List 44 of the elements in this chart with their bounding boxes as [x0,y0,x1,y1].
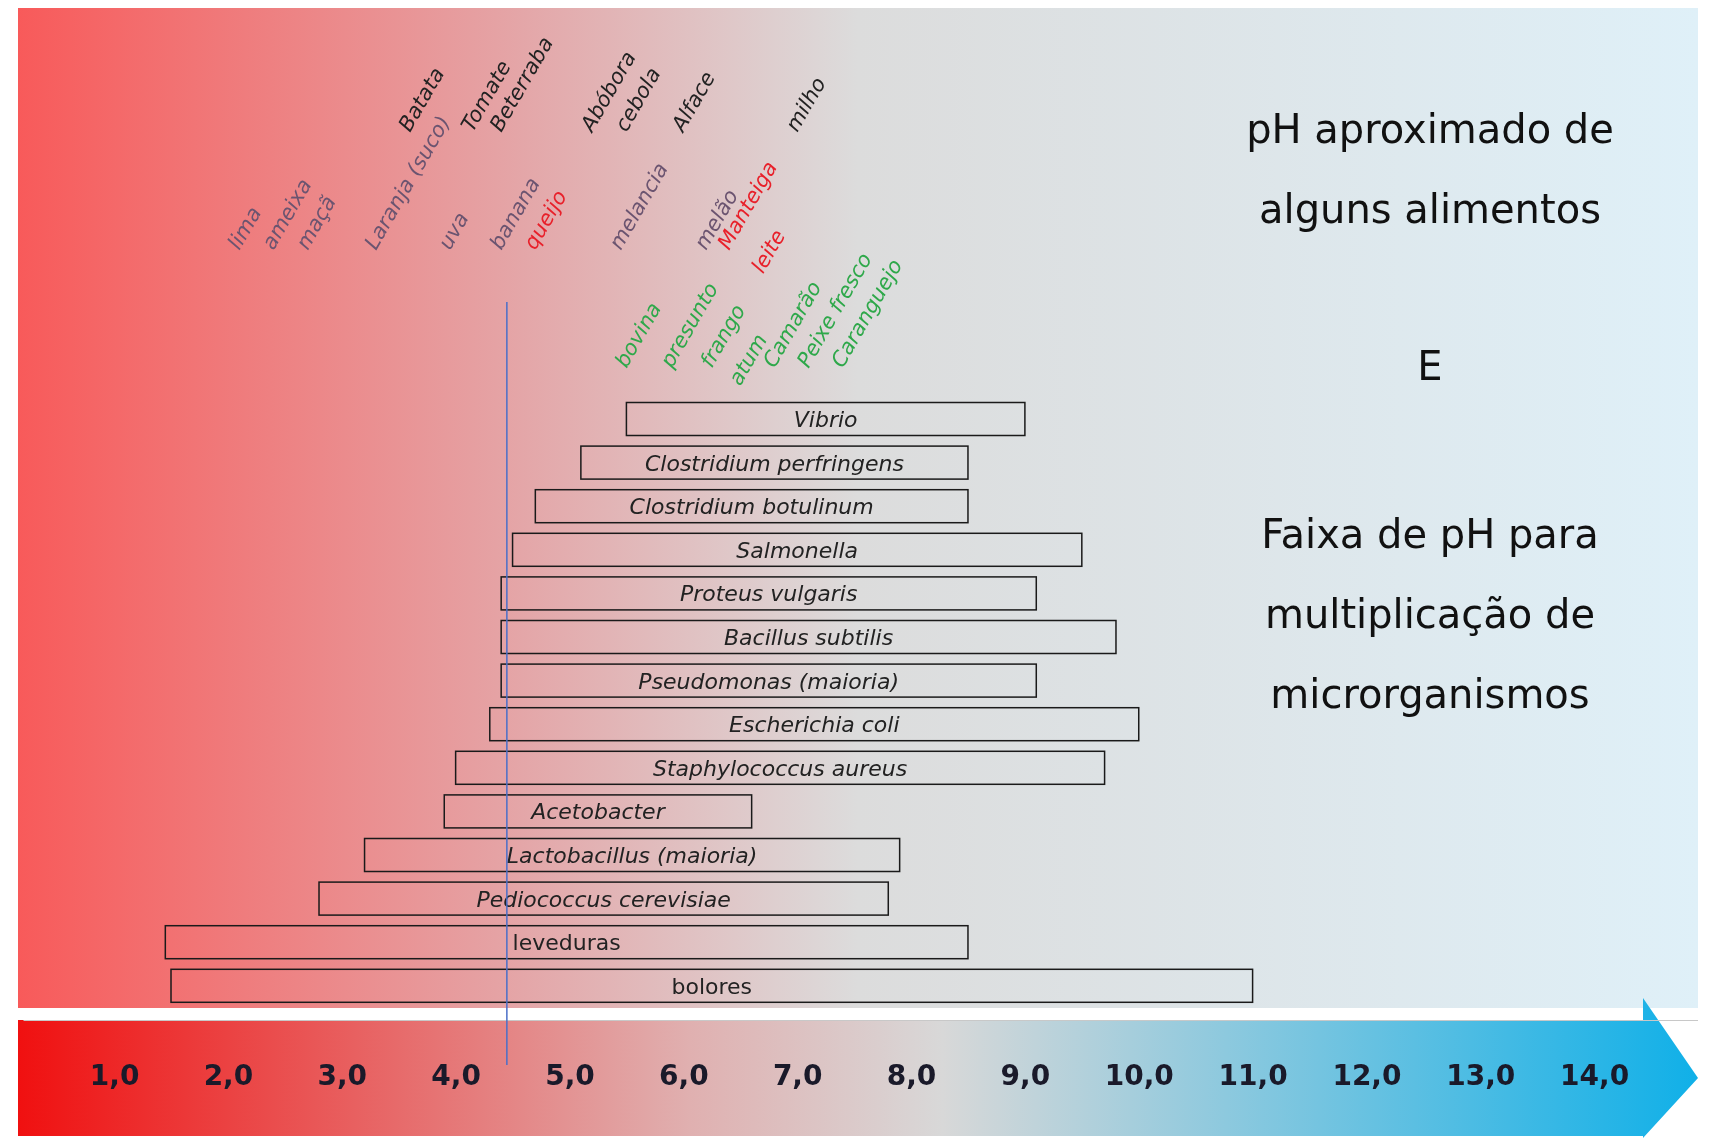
bar [534,488,969,524]
chart-title: pH aproximado de alguns alimentos [1246,106,1614,232]
bar [443,794,753,829]
bar [454,750,1106,786]
x-tick-label: 13,0 [1446,1058,1516,1092]
bar [511,532,1083,568]
x-tick-label: 11,0 [1218,1058,1288,1092]
y-tick-label: Lactobacillus (maioria) [506,843,758,868]
y-tick-label: Clostridium perfringens [644,450,904,476]
bar [363,837,901,873]
y-tick-label: bolores [671,973,753,999]
bar [500,619,1117,655]
y-tick-label: leveduras [512,930,621,956]
bar [500,663,1038,698]
x-tick-label: 2,0 [203,1058,254,1092]
y-tick-label: Staphylococcus aureus [653,755,908,781]
bar [580,445,969,480]
y-tick-label: Acetobacter [529,799,667,825]
text: Faixa de pH para multiplicação de microrganismos [1261,511,1599,717]
x-tick-label: 4,0 [431,1058,481,1092]
text: uva [433,208,474,254]
x-tick-label: 14,0 [1560,1058,1630,1092]
y-tick-label: Bacillus subtilis [723,625,894,650]
x-tick-label: 12,0 [1332,1058,1402,1092]
x-tick-label: 6,0 [659,1058,709,1092]
y-tick-label: Pseudomonas (maioria) [638,668,900,694]
x-tick-label: 9,0 [1000,1058,1051,1092]
bar [489,706,1140,742]
y-tick-label: Escherichia coli [729,712,900,738]
x-tick-label: 5,0 [545,1058,595,1092]
y-tick-label: Proteus vulgaris [679,581,858,607]
y-tick-label: Clostridium botulinum [629,494,874,520]
y-tick-label: Salmonella [736,537,859,563]
bar [625,401,1026,437]
x-tick-label: 1,0 [89,1058,140,1092]
bar [170,968,1254,1004]
bar [500,576,1038,611]
bar [164,924,969,960]
x-tick-label: 8,0 [886,1058,937,1092]
x-tick-label: 3,0 [317,1058,368,1092]
x-tick-label: 10,0 [1104,1058,1174,1092]
y-tick-label: Vibrio [793,407,858,432]
x-tick-label: 7,0 [772,1058,823,1092]
text: E [1417,343,1443,389]
